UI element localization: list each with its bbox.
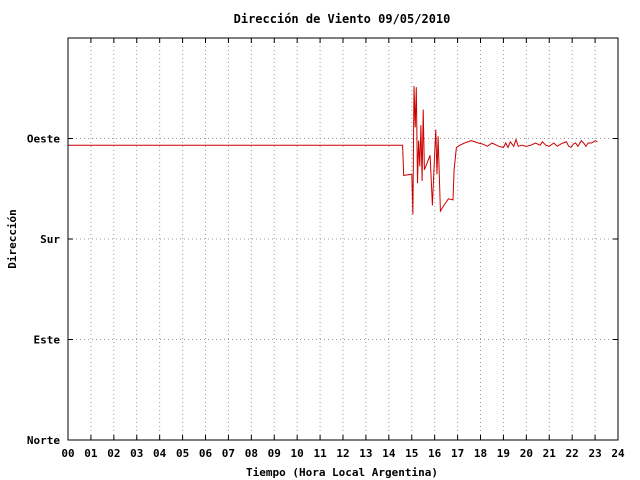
x-tick-label: 24 <box>611 447 625 460</box>
y-tick-label: Este <box>34 334 61 347</box>
chart-title: Dirección de Viento 09/05/2010 <box>234 12 451 26</box>
x-tick-label: 06 <box>199 447 213 460</box>
x-tick-label: 07 <box>222 447 235 460</box>
x-tick-label: 03 <box>130 447 143 460</box>
x-tick-label: 13 <box>359 447 372 460</box>
x-tick-label: 14 <box>382 447 396 460</box>
y-tick-label: Norte <box>27 434 60 447</box>
x-tick-label: 04 <box>153 447 167 460</box>
x-axis-label: Tiempo (Hora Local Argentina) <box>246 466 438 479</box>
x-tick-label: 17 <box>451 447 464 460</box>
y-tick-label: Oeste <box>27 133 60 146</box>
x-tick-label: 20 <box>520 447 533 460</box>
y-axis-label: Dirección <box>6 209 19 269</box>
x-tick-label: 09 <box>268 447 281 460</box>
x-tick-label: 22 <box>566 447 579 460</box>
x-tick-label: 10 <box>291 447 304 460</box>
x-tick-label: 00 <box>61 447 74 460</box>
x-tick-label: 19 <box>497 447 510 460</box>
x-tick-label: 18 <box>474 447 487 460</box>
x-tick-label: 16 <box>428 447 442 460</box>
x-tick-label: 23 <box>588 447 601 460</box>
x-tick-label: 05 <box>176 447 189 460</box>
wind-direction-series-line <box>68 85 598 215</box>
x-tick-label: 08 <box>245 447 258 460</box>
grid <box>68 38 618 440</box>
plot-frame <box>67 37 619 441</box>
x-tick-label: 12 <box>336 447 349 460</box>
x-tick-label: 01 <box>84 447 98 460</box>
y-tick-label: Sur <box>40 233 60 246</box>
x-tick-label: 11 <box>313 447 327 460</box>
x-tick-label: 15 <box>405 447 418 460</box>
x-tick-label: 02 <box>107 447 120 460</box>
x-tick-label: 21 <box>543 447 557 460</box>
series <box>68 85 598 215</box>
ticks: 00 01 02 03 04 05 06 07 08 09 10 11 12 13 14 15 16 17 18 19… <box>27 38 625 460</box>
